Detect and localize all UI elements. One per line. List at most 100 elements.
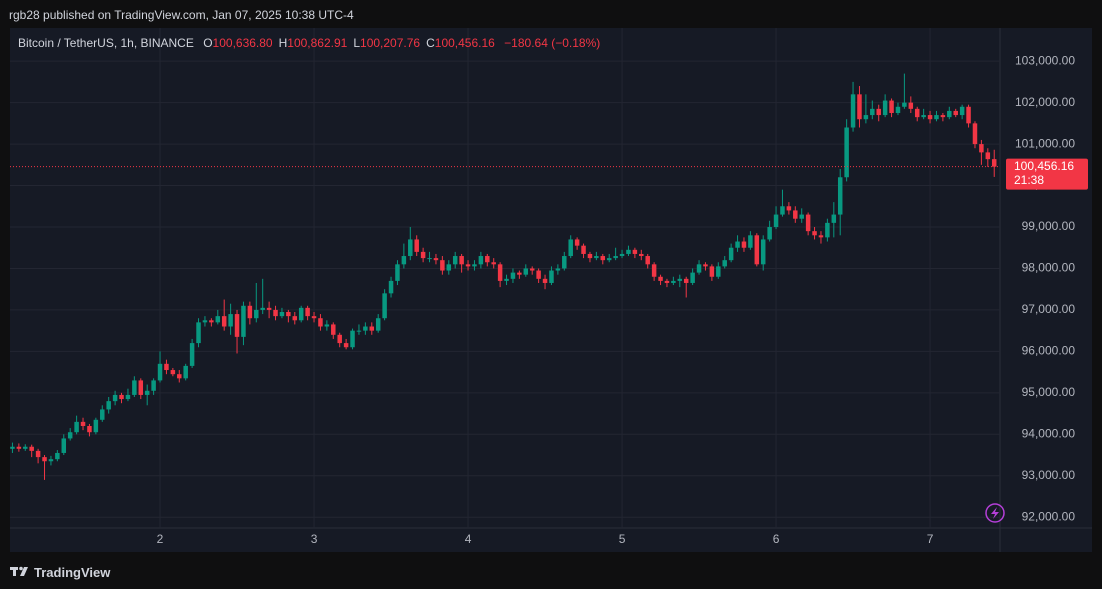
y-tick-label: 96,000.00 — [1022, 344, 1076, 358]
candle-body — [189, 343, 195, 366]
lightning-icon — [985, 503, 1005, 523]
x-tick-label: 5 — [619, 532, 626, 546]
candle-body — [722, 260, 727, 267]
x-tick-label: 4 — [465, 532, 472, 546]
candle-body — [478, 256, 484, 265]
candle-body — [542, 278, 548, 283]
candle-body — [831, 214, 837, 223]
candle-body — [927, 115, 933, 120]
candle-body — [651, 264, 657, 277]
candle-body — [600, 256, 606, 261]
candle-body — [234, 314, 240, 337]
candle-body — [151, 380, 156, 391]
candle-body — [953, 110, 958, 116]
candle-body — [818, 235, 824, 238]
candle-body — [645, 256, 650, 265]
y-tick-label: 101,000.00 — [1015, 136, 1075, 150]
candle-body — [613, 256, 618, 259]
candle-body — [754, 235, 760, 265]
brand: TradingView — [34, 565, 111, 580]
candle-body — [716, 266, 721, 277]
candle-body — [940, 115, 946, 118]
candle-body — [446, 264, 452, 271]
ohlc-key: O — [203, 36, 213, 50]
candle-body — [972, 123, 978, 145]
ohlc-key: H — [278, 36, 288, 50]
candle-body — [728, 247, 734, 261]
candle-body — [10, 446, 15, 449]
candle-body — [562, 256, 567, 269]
candle-body — [221, 316, 227, 327]
countdown-label: 21:38 — [1014, 173, 1044, 187]
candle-body — [491, 262, 496, 265]
candle-body — [414, 239, 419, 252]
candle-body — [536, 270, 541, 279]
symbol: Bitcoin / TetherUS, 1h, BINANCE — [18, 36, 194, 50]
candle-body — [318, 318, 323, 327]
candle-body — [812, 231, 817, 236]
x-tick-label: 3 — [311, 532, 318, 546]
candle-body — [74, 421, 79, 433]
candle-body — [343, 343, 349, 348]
candle-body — [606, 258, 612, 261]
candle-body — [452, 256, 458, 265]
y-tick-label: 103,000.00 — [1015, 53, 1075, 67]
candle-body — [658, 276, 663, 281]
y-tick-label: 93,000.00 — [1022, 468, 1076, 482]
ohlc-legend: Bitcoin / TetherUS, 1h, BINANCE O100,636… — [18, 36, 600, 50]
candle-body — [485, 256, 490, 263]
candle-body — [677, 278, 683, 281]
candles — [10, 73, 997, 480]
candle-body — [23, 446, 28, 449]
candle-body — [985, 152, 991, 160]
candle-body — [497, 264, 503, 281]
candle-body — [979, 144, 984, 153]
candle-body — [780, 206, 785, 215]
candle-body — [228, 314, 233, 327]
candle-body — [215, 316, 221, 323]
grid — [10, 28, 1000, 528]
candle-body — [16, 446, 22, 449]
change: −180.64 (−0.18%) — [504, 36, 601, 50]
candle-body — [395, 264, 400, 281]
candle-body — [382, 293, 387, 319]
candle-body — [709, 266, 715, 277]
candle-body — [632, 249, 638, 254]
candle-body — [529, 268, 535, 271]
candle-body — [510, 272, 516, 279]
candle-body — [837, 177, 843, 215]
candle-body — [48, 459, 54, 462]
candle-body — [260, 307, 265, 310]
candle-body — [254, 309, 259, 319]
candle-body — [690, 272, 695, 283]
candle-body — [363, 326, 368, 331]
candle-body — [157, 363, 163, 381]
y-tick-label: 94,000.00 — [1022, 426, 1076, 440]
candle-body — [144, 390, 150, 395]
candle-body — [870, 108, 875, 116]
y-tick-label: 98,000.00 — [1022, 261, 1076, 275]
candle-body — [991, 159, 997, 167]
ohlc-value: 100,636.80 — [212, 36, 273, 50]
candle-body — [902, 102, 907, 107]
candle-body — [741, 241, 747, 248]
candle-body — [427, 258, 432, 260]
candle-body — [80, 421, 86, 427]
candle-body — [934, 115, 939, 120]
candle-body — [112, 394, 118, 402]
y-tick-label: 99,000.00 — [1022, 219, 1076, 233]
candle-body — [594, 256, 599, 259]
chart-pane — [10, 28, 1092, 552]
candle-body — [247, 305, 253, 319]
candle-body — [671, 280, 676, 283]
candle-body — [472, 264, 477, 267]
x-tick-label: 2 — [157, 532, 164, 546]
candle-body — [87, 426, 92, 433]
candle-body — [805, 214, 811, 232]
candle-body — [183, 365, 188, 379]
ohlc-value: 100,862.91 — [287, 36, 348, 50]
ohlc-key: C — [426, 36, 435, 50]
candle-body — [626, 249, 631, 254]
candle-body — [889, 100, 894, 113]
